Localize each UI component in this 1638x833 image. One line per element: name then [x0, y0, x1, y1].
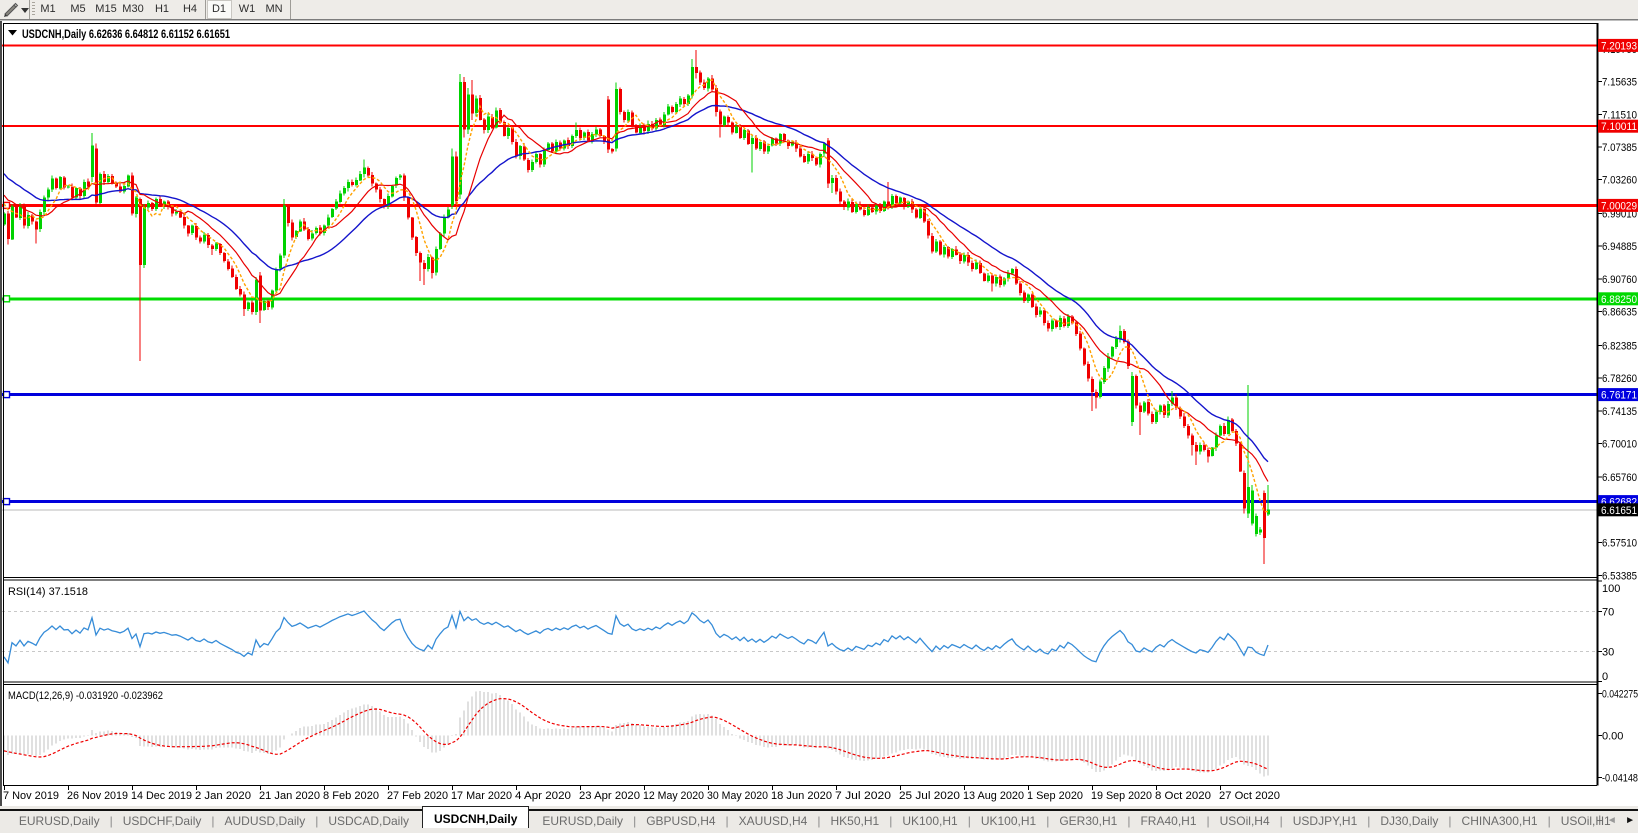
svg-text:MACD(12,26,9) -0.031920 -0.023: MACD(12,26,9) -0.031920 -0.023962	[8, 690, 163, 702]
svg-text:0.042275: 0.042275	[1602, 688, 1638, 700]
svg-text:1 Sep 2020: 1 Sep 2020	[1027, 790, 1083, 802]
svg-text:USDCNH,Daily 6.62636 6.64812: USDCNH,Daily 6.62636 6.64812 6.61152 6.6…	[22, 29, 230, 41]
svg-text:0: 0	[1602, 671, 1608, 683]
svg-text:7.07385: 7.07385	[1602, 142, 1637, 154]
svg-text:7.11510: 7.11510	[1602, 109, 1637, 121]
svg-text:27 Oct 2020: 27 Oct 2020	[1219, 790, 1280, 802]
svg-text:6.53385: 6.53385	[1602, 570, 1637, 582]
svg-text:7.10011: 7.10011	[1601, 121, 1637, 133]
svg-text:14 Dec 2019: 14 Dec 2019	[131, 790, 192, 802]
svg-text:7 Jul 2020: 7 Jul 2020	[835, 790, 891, 802]
svg-text:23 Apr 2020: 23 Apr 2020	[579, 790, 640, 802]
svg-text:21 Jan 2020: 21 Jan 2020	[259, 790, 320, 802]
svg-text:12 May 2020: 12 May 2020	[643, 790, 704, 802]
svg-text:100: 100	[1602, 583, 1620, 595]
svg-text:7.03260: 7.03260	[1602, 175, 1637, 187]
svg-text:7 Nov 2019: 7 Nov 2019	[3, 790, 59, 802]
svg-text:19 Sep 2020: 19 Sep 2020	[1091, 790, 1152, 802]
svg-text:6.76171: 6.76171	[1601, 390, 1637, 402]
svg-text:8 Feb 2020: 8 Feb 2020	[323, 790, 379, 802]
svg-text:25 Jul 2020: 25 Jul 2020	[899, 790, 960, 802]
svg-text:7.00029: 7.00029	[1601, 200, 1637, 212]
svg-text:0.00: 0.00	[1602, 731, 1623, 743]
svg-text:6.57510: 6.57510	[1602, 538, 1637, 550]
svg-text:7.20193: 7.20193	[1601, 40, 1637, 52]
svg-text:-0.04148: -0.04148	[1602, 772, 1638, 784]
svg-text:7.15635: 7.15635	[1602, 77, 1637, 89]
svg-text:6.90760: 6.90760	[1602, 274, 1637, 286]
svg-text:70: 70	[1602, 606, 1614, 618]
svg-text:13 Aug 2020: 13 Aug 2020	[963, 790, 1024, 802]
svg-text:4 Apr 2020: 4 Apr 2020	[515, 790, 571, 802]
svg-text:2 Jan 2020: 2 Jan 2020	[195, 790, 251, 802]
svg-text:6.74135: 6.74135	[1602, 406, 1637, 418]
svg-text:6.94885: 6.94885	[1602, 241, 1637, 253]
svg-text:30 May 2020: 30 May 2020	[707, 790, 768, 802]
svg-text:6.82385: 6.82385	[1602, 340, 1637, 352]
svg-text:17 Mar 2020: 17 Mar 2020	[451, 790, 512, 802]
svg-text:6.78260: 6.78260	[1602, 373, 1637, 385]
svg-text:6.88250: 6.88250	[1601, 294, 1637, 306]
svg-text:18 Jun 2020: 18 Jun 2020	[771, 790, 832, 802]
svg-text:27 Feb 2020: 27 Feb 2020	[387, 790, 448, 802]
svg-text:6.61651: 6.61651	[1601, 505, 1637, 517]
svg-text:6.65760: 6.65760	[1602, 472, 1637, 484]
svg-text:30: 30	[1602, 647, 1614, 659]
svg-text:6.70010: 6.70010	[1602, 439, 1637, 451]
svg-text:8 Oct 2020: 8 Oct 2020	[1155, 790, 1211, 802]
svg-text:6.86635: 6.86635	[1602, 307, 1637, 319]
svg-text:26 Nov 2019: 26 Nov 2019	[67, 790, 128, 802]
svg-text:RSI(14) 37.1518: RSI(14) 37.1518	[8, 586, 88, 598]
